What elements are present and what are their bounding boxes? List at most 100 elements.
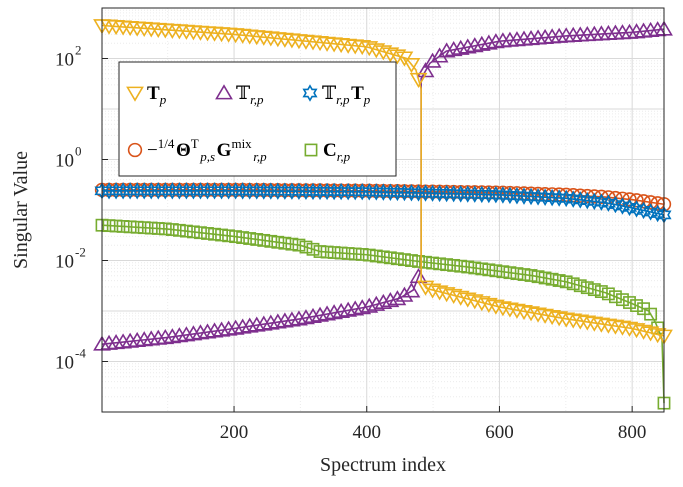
marker-square — [236, 231, 250, 244]
marker-square — [587, 283, 601, 297]
marker-hexagram — [481, 185, 497, 204]
marker-hexagram — [354, 182, 370, 201]
marker-triangle-up — [416, 62, 435, 78]
marker-square — [390, 252, 404, 266]
marker-square — [109, 219, 123, 233]
marker-square — [208, 227, 221, 241]
legend-baseline-reset — [267, 140, 269, 161]
marker-hexagram — [537, 188, 553, 206]
marker-triangle-down — [550, 311, 569, 327]
marker-triangle-down — [388, 49, 407, 65]
axes-box — [101, 7, 665, 413]
marker-triangle-down — [564, 313, 583, 329]
marker-triangle-down — [557, 312, 576, 328]
x-tick-label: 400 — [352, 422, 381, 443]
marker-square — [419, 255, 432, 269]
marker-hexagram — [488, 186, 504, 204]
marker-triangle-down — [472, 296, 491, 312]
marker-triangle-up — [374, 293, 393, 309]
marker-triangle-up — [156, 328, 175, 345]
marker-square — [179, 224, 193, 238]
marker-square — [172, 223, 186, 237]
marker-hexagram — [242, 182, 258, 200]
marker-square — [510, 267, 524, 281]
marker-hexagram — [375, 183, 391, 201]
marker-triangle-down — [479, 297, 498, 314]
marker-square — [250, 233, 264, 246]
marker-triangle-up — [290, 310, 308, 326]
marker-hexagram — [403, 184, 420, 202]
marker-square — [341, 247, 355, 260]
marker-square — [376, 250, 390, 264]
marker-circle — [643, 195, 658, 210]
marker-square — [496, 265, 510, 279]
series-triangle-down — [93, 19, 673, 345]
marker-hexagram — [192, 182, 209, 200]
marker-triangle-up — [215, 84, 233, 100]
marker-square — [412, 255, 425, 268]
marker-square — [201, 227, 214, 240]
marker-square — [144, 221, 158, 235]
marker-square — [194, 226, 207, 240]
legend-label-part: Θ — [176, 140, 191, 161]
marker-square — [468, 261, 482, 275]
legend-label-part: p — [159, 92, 167, 107]
marker-square — [503, 266, 517, 280]
marker-hexagram — [340, 182, 356, 201]
marker-square — [545, 272, 559, 286]
marker-square — [552, 274, 566, 287]
y-tick-exponent: 2 — [75, 43, 82, 58]
marker-hexagram — [214, 182, 230, 200]
marker-triangle-up — [318, 305, 336, 321]
marker-triangle-up — [268, 313, 287, 329]
marker-triangle-down — [409, 72, 428, 89]
marker-square — [524, 269, 538, 282]
marker-square — [398, 253, 411, 267]
marker-hexagram — [389, 183, 405, 202]
x-tick-label: 800 — [618, 422, 647, 443]
legend-baseline-reset — [166, 83, 168, 104]
marker-triangle-down — [508, 303, 526, 319]
marker-triangle-up — [261, 314, 280, 330]
marker-square — [594, 285, 608, 298]
legend-label: 𝕋r,p — [236, 83, 265, 107]
marker-hexagram — [185, 182, 201, 200]
marker-triangle-up — [219, 320, 238, 336]
marker-triangle-up — [254, 315, 273, 331]
series-hexagram — [94, 182, 672, 224]
marker-triangle-down — [353, 40, 372, 56]
marker-triangle-up — [233, 318, 252, 334]
legend-label-part: r,p — [253, 149, 267, 164]
marker-square — [327, 246, 341, 259]
marker-triangle-up — [170, 327, 189, 343]
marker-square — [538, 271, 552, 285]
marker-hexagram — [277, 182, 293, 200]
marker-square — [320, 245, 334, 259]
marker-triangle-down — [641, 326, 660, 342]
marker-triangle-down — [606, 319, 625, 335]
marker-square — [158, 222, 172, 236]
marker-hexagram — [425, 184, 441, 202]
marker-hexagram — [221, 182, 237, 200]
marker-square — [243, 232, 257, 245]
marker-triangle-down — [627, 323, 646, 339]
marker-triangle-up — [332, 302, 351, 318]
marker-triangle-up — [423, 52, 442, 68]
marker-square — [313, 245, 327, 258]
marker-triangle-up — [360, 297, 379, 313]
marker-square — [454, 259, 468, 273]
marker-triangle-up — [395, 286, 414, 302]
marker-triangle-down — [430, 285, 449, 301]
marker-hexagram — [410, 184, 427, 202]
marker-hexagram — [467, 185, 483, 203]
marker-triangle-up — [339, 301, 358, 317]
marker-square — [644, 307, 658, 321]
marker-triangle-down — [515, 304, 533, 321]
x-axis-label: Spectrum index — [320, 454, 446, 476]
legend: Tp 𝕋r,p 𝕋r,p Tp −1/4 ΘT p,s Gmix r,p Cr,… — [118, 61, 397, 177]
marker-hexagram — [129, 182, 145, 200]
marker-triangle-down — [648, 328, 667, 344]
marker-triangle-down — [367, 43, 386, 59]
marker-hexagram — [108, 182, 124, 200]
marker-square — [257, 233, 271, 247]
